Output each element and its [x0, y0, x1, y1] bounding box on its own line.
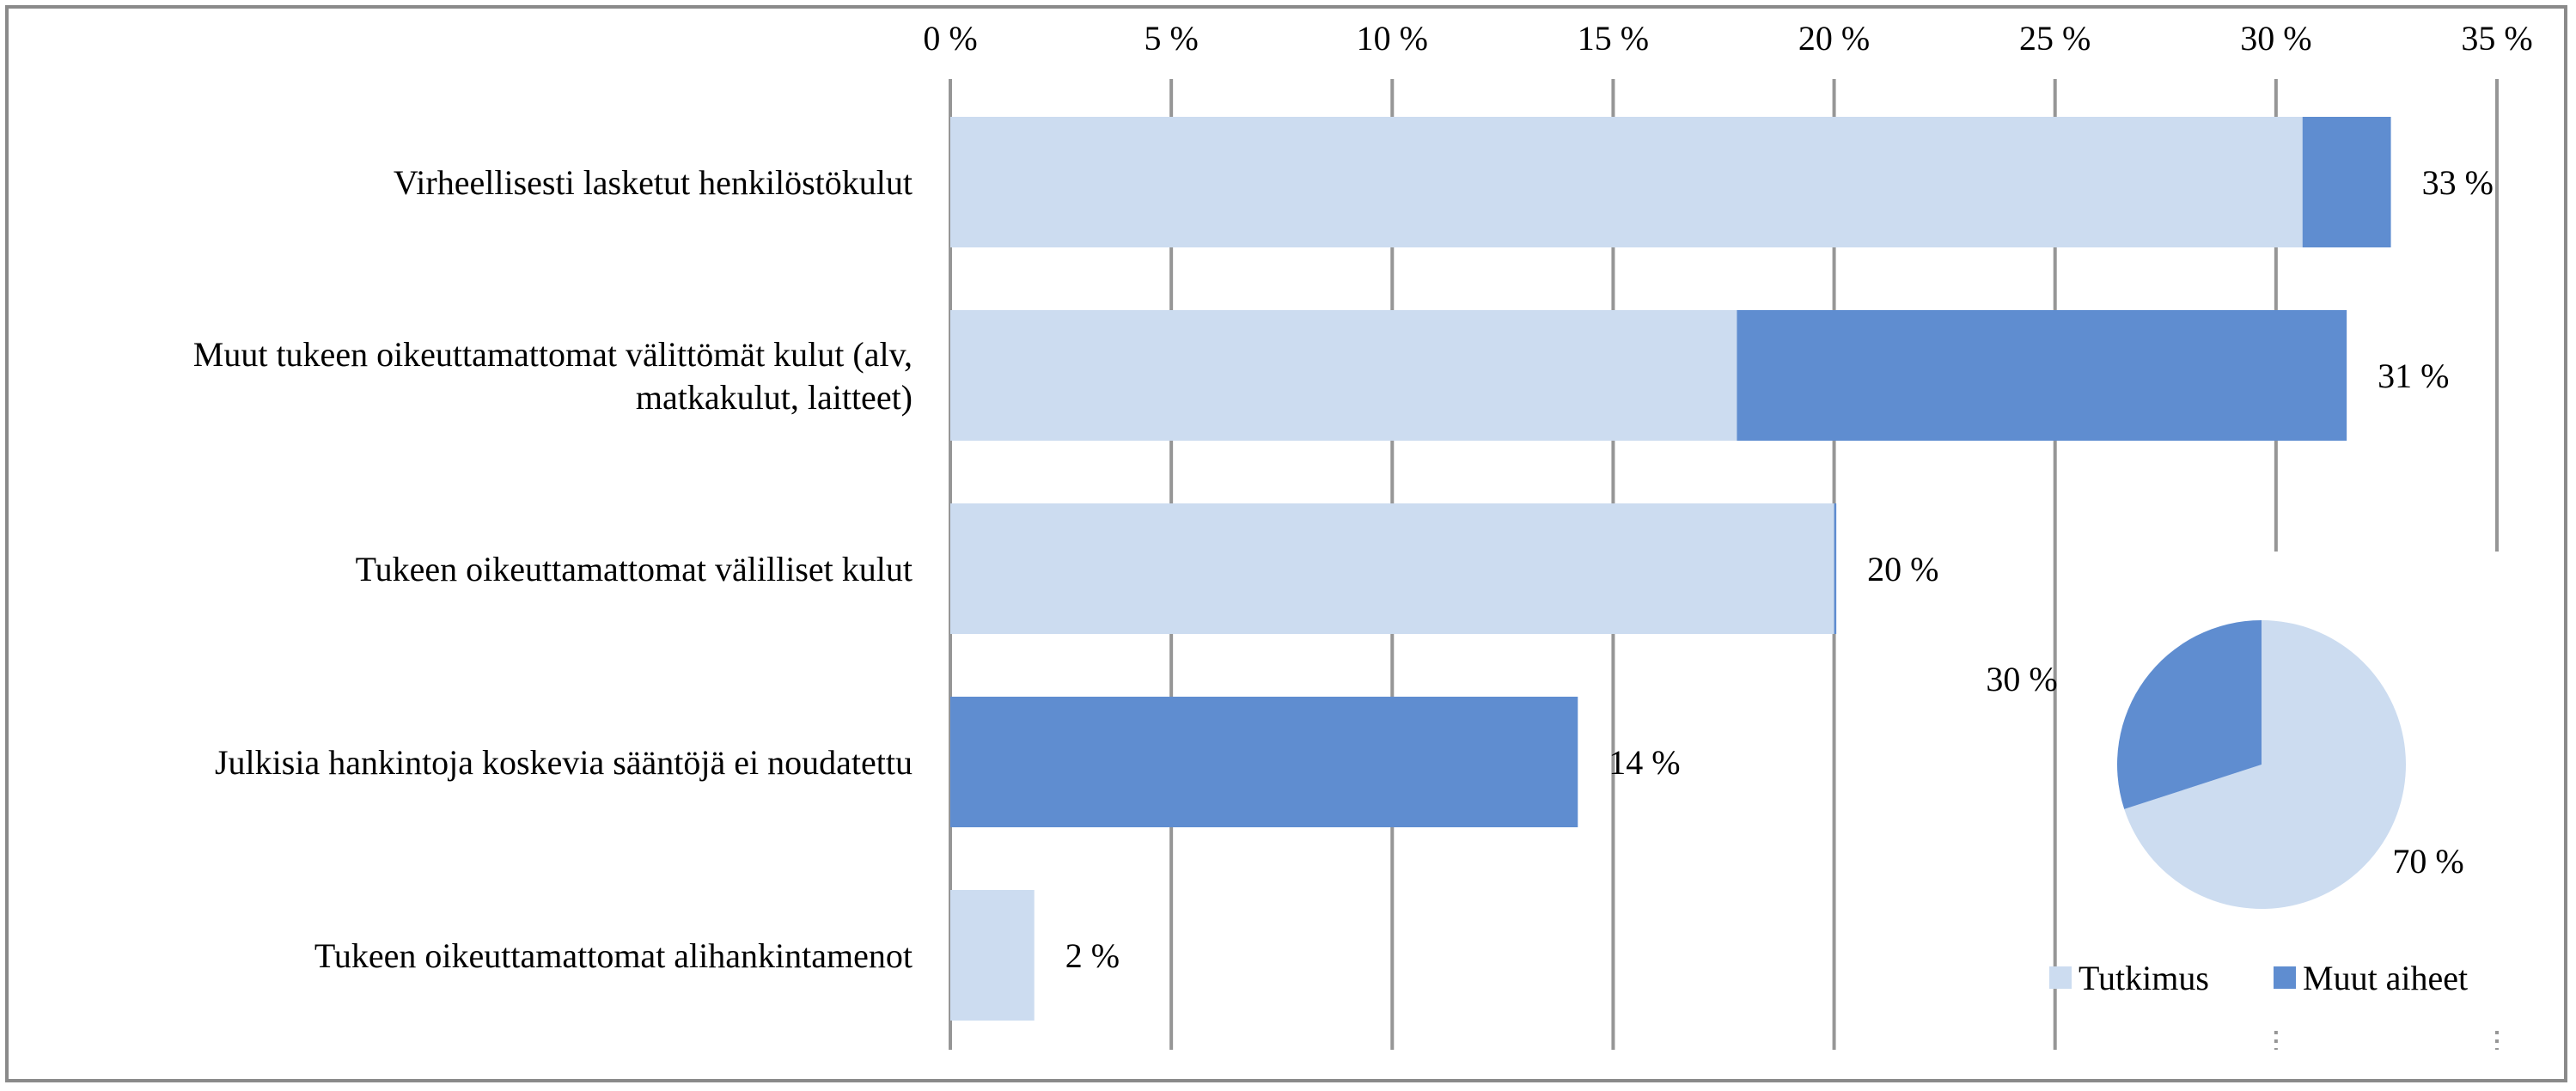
legend-label-muut-aiheet: Muut aiheet: [2303, 959, 2468, 997]
bar-value-label: 20 %: [1867, 550, 1938, 588]
bar-segment-tutkimus: [950, 117, 2303, 247]
legend-swatch-tutkimus: [2049, 966, 2072, 989]
bar-value-label: 14 %: [1608, 743, 1680, 782]
pie-slice-label: 70 %: [2392, 842, 2463, 881]
x-tick-label: 35 %: [2461, 19, 2532, 58]
x-tick-label: 20 %: [1798, 19, 1870, 58]
bar-value-label: 31 %: [2378, 357, 2449, 395]
legend-swatch-muut-aiheet: [2274, 966, 2296, 989]
x-tick-label: 10 %: [1357, 19, 1428, 58]
bar-series: [950, 117, 2391, 1021]
category-label: Julkisia hankintoja koskevia sääntöjä ei…: [215, 743, 913, 782]
bar-value-label: 33 %: [2422, 163, 2494, 202]
bar-segment-muut-aiheet: [950, 697, 1578, 827]
x-tick-label: 0 %: [923, 19, 977, 58]
x-tick-label: 30 %: [2240, 19, 2311, 58]
value-labels: 33 % 31 % 20 % 14 % 2 %: [1065, 163, 2494, 975]
category-label: Tukeen oikeuttamattomat välilliset kulut: [356, 550, 913, 588]
x-tick-label: 15 %: [1578, 19, 1649, 58]
bar-segment-tutkimus: [950, 503, 1834, 634]
bar-segment-tutkimus: [950, 310, 1737, 441]
x-axis-tick-labels: 0 % 5 % 10 % 15 % 20 % 25 % 30 % 35 %: [923, 19, 2532, 58]
legend: Tutkimus Muut aiheet: [2049, 959, 2468, 997]
bar-segment-muut-aiheet: [1737, 310, 2347, 441]
pie-slice-tutkimus: [2124, 620, 2406, 910]
x-tick-label: 25 %: [2019, 19, 2091, 58]
bar-segment-muut-aiheet: [2302, 117, 2391, 247]
category-label: Tukeen oikeuttamattomat alihankintamenot: [314, 936, 913, 975]
bar-segment-muut-aiheet: [1834, 503, 1837, 634]
category-label: Virheellisesti lasketut henkilöstökulut: [394, 163, 913, 202]
category-label: matkakulut, laitteet): [636, 378, 913, 417]
pie-inset: 70 % 30 %: [1986, 620, 2464, 910]
pie-slice-label: 30 %: [1986, 660, 2057, 698]
pie-slice-muut-aiheet: [2116, 620, 2262, 809]
category-label: Muut tukeen oikeuttamattomat välittömät …: [193, 335, 913, 374]
legend-label-tutkimus: Tutkimus: [2079, 959, 2209, 997]
x-tick-label: 5 %: [1144, 19, 1198, 58]
bar-segment-tutkimus: [950, 890, 1035, 1021]
category-labels: Virheellisesti lasketut henkilöstökulut M…: [193, 163, 913, 975]
bar-value-label: 2 %: [1065, 936, 1120, 975]
